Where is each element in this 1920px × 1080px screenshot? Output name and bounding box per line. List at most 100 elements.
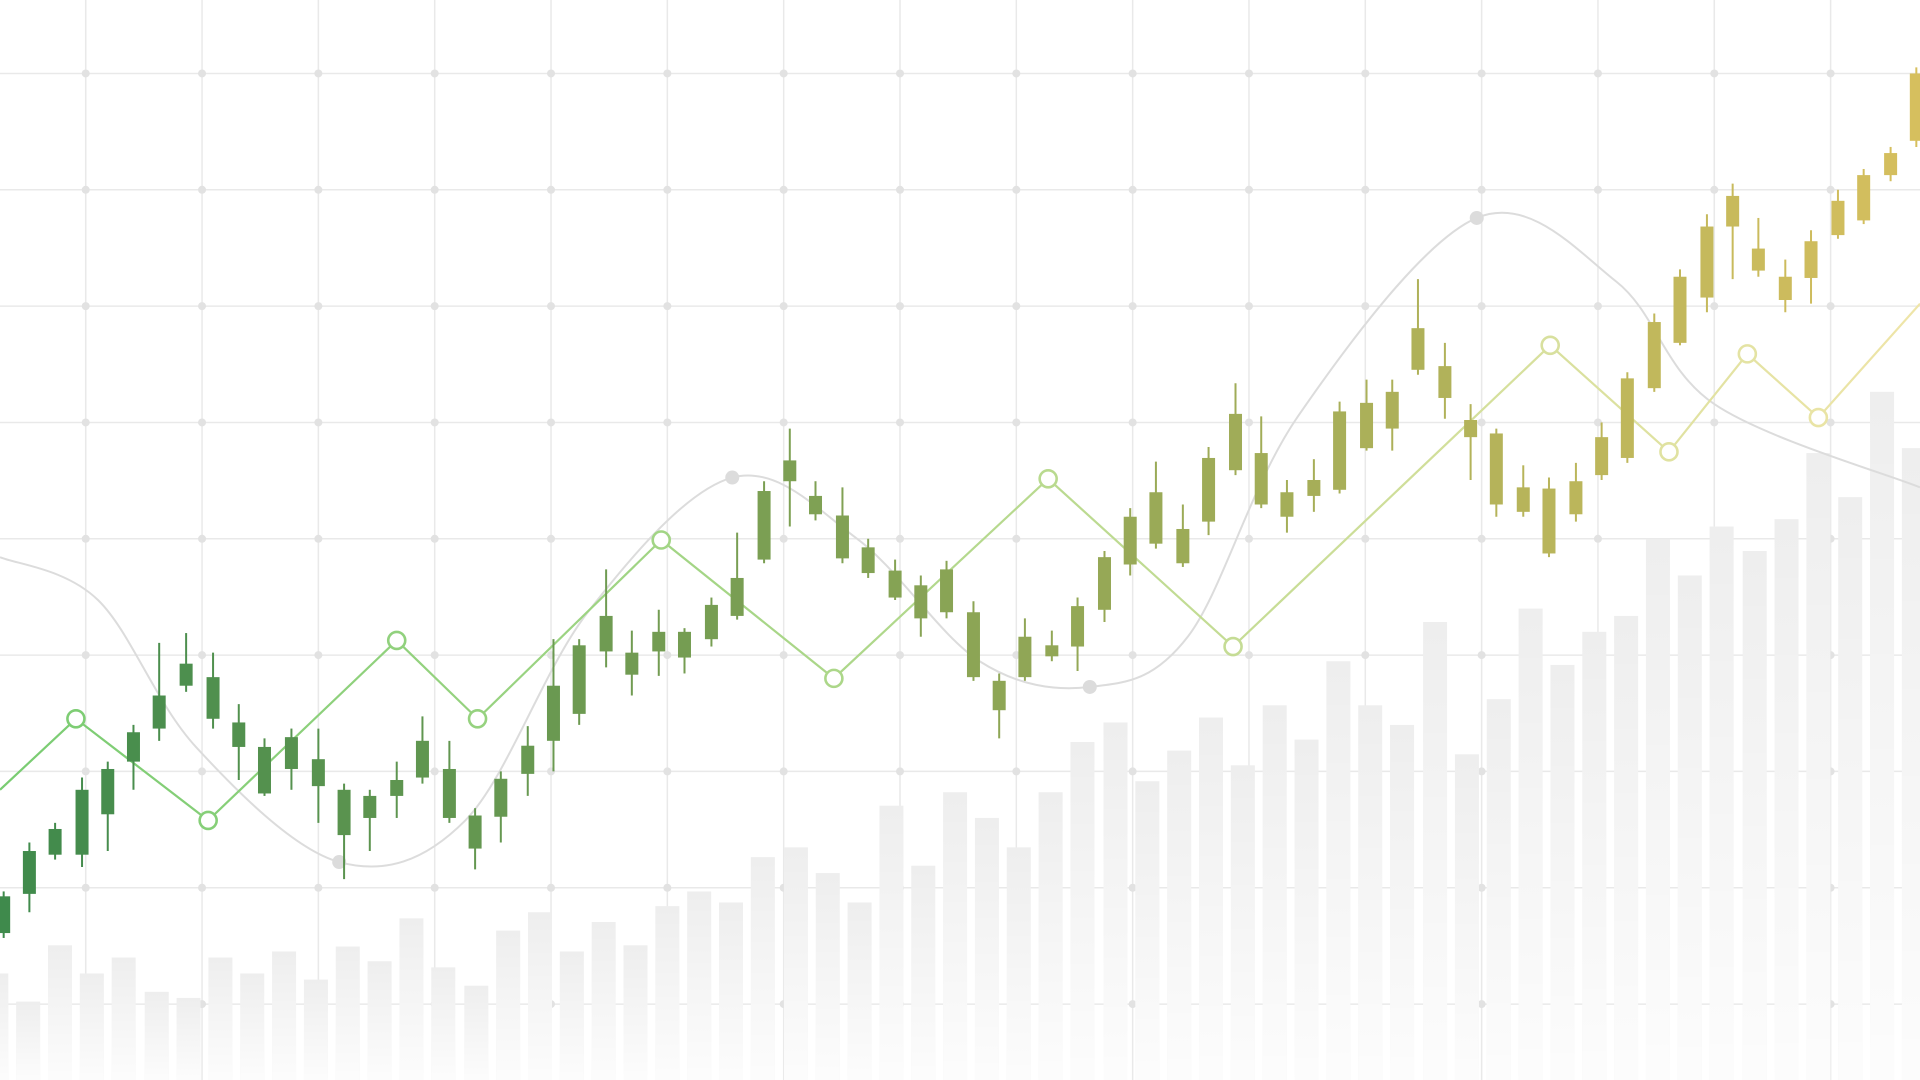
volume-fade [815, 873, 840, 1080]
candle-body [1569, 481, 1583, 515]
grid-dot [1244, 534, 1253, 543]
candle-body [1726, 195, 1740, 227]
grid-dot [1244, 418, 1253, 427]
candle-body [861, 547, 875, 574]
grid-dot [1244, 69, 1253, 78]
grid-dot [1128, 1000, 1137, 1009]
candle-body [625, 652, 639, 675]
grid-dot [1477, 185, 1486, 194]
volume-fade [431, 967, 456, 1080]
grid-dot [1826, 185, 1835, 194]
candle-body [1620, 378, 1634, 458]
candle-body [1229, 413, 1243, 471]
volume-fade [1038, 792, 1063, 1080]
volume-fade [335, 946, 360, 1080]
volume-fade [1486, 699, 1511, 1080]
grid-dot [1244, 651, 1253, 660]
grid-dot [663, 69, 672, 78]
grid-dot [1477, 883, 1486, 892]
grid-dot [779, 534, 788, 543]
grid-dot [896, 534, 904, 543]
grid-dot [314, 185, 323, 194]
candle-body [1595, 437, 1609, 476]
grid-dot [430, 883, 439, 892]
volume-fade [1358, 705, 1383, 1080]
candle-body [1831, 200, 1845, 236]
candle-body [704, 604, 718, 640]
grid-dot [1477, 1000, 1486, 1009]
candle-body [1857, 175, 1871, 221]
grid-dot [896, 418, 904, 427]
volume-fade [687, 891, 712, 1080]
line-marker [1737, 344, 1758, 364]
candle-body [572, 645, 586, 714]
candle-body [311, 759, 325, 787]
line-marker [66, 708, 86, 729]
volume-fade [399, 918, 424, 1080]
volume-fade [1901, 448, 1920, 1080]
candle-body [783, 460, 797, 482]
grid-dot [1710, 185, 1719, 194]
candle-body [101, 768, 115, 815]
volume-fade [528, 912, 552, 1080]
grid-dot [1593, 69, 1602, 78]
grid-dot [1477, 651, 1486, 660]
grid-dot [1593, 185, 1602, 194]
volume-fade [1390, 724, 1415, 1080]
candle-body [468, 815, 482, 849]
line-marker [1082, 679, 1097, 694]
grid-dot [1710, 418, 1719, 427]
grid-dot [81, 418, 90, 427]
grid-dot [663, 767, 672, 776]
grid-dot [81, 185, 90, 194]
grid-dot [430, 651, 439, 660]
grid-dot [314, 534, 323, 543]
line-marker [824, 668, 844, 689]
candle-body [1202, 457, 1216, 522]
line-marker [1540, 335, 1561, 356]
grid-dot [779, 767, 788, 776]
volume-fade [176, 997, 201, 1080]
volume-fade [1550, 664, 1575, 1080]
volume-fade [1645, 538, 1670, 1080]
grid-dot [198, 767, 207, 776]
grid-dot [779, 418, 788, 427]
grid-dot [547, 534, 556, 543]
grid-dot [663, 883, 672, 892]
line-marker [651, 530, 672, 550]
volume-fade [1454, 754, 1479, 1080]
candle-body [126, 732, 140, 762]
grid-dot [1128, 302, 1137, 311]
candle-body [1751, 248, 1765, 271]
volume-fade [1806, 453, 1831, 1080]
candle-body [757, 491, 771, 560]
volume-fade [911, 865, 936, 1080]
candle-body [363, 795, 377, 818]
grid-dot [81, 883, 90, 892]
volume-fade [1677, 575, 1702, 1080]
candle-body [1360, 402, 1374, 449]
candle-body [1804, 241, 1818, 278]
candle-body [152, 695, 166, 729]
volume-fade [303, 979, 328, 1080]
volume-fade [16, 1001, 41, 1080]
volume-fade [144, 991, 169, 1080]
grid-dot [779, 651, 788, 660]
candle-body [1700, 226, 1714, 298]
candle-body [284, 737, 298, 769]
candle-body [1385, 391, 1399, 429]
grid-dot [663, 302, 672, 311]
volume-fade [974, 817, 999, 1080]
volume-fade [1199, 717, 1224, 1080]
candle-body [809, 495, 823, 515]
candle-body [75, 789, 89, 855]
grid-dot [1128, 185, 1137, 194]
candle-body [1411, 328, 1425, 370]
grid-dot [81, 767, 90, 776]
candle-body [257, 746, 271, 794]
volume-fade [847, 902, 872, 1080]
grid-dot [1012, 302, 1021, 311]
volume-fade [719, 902, 744, 1080]
